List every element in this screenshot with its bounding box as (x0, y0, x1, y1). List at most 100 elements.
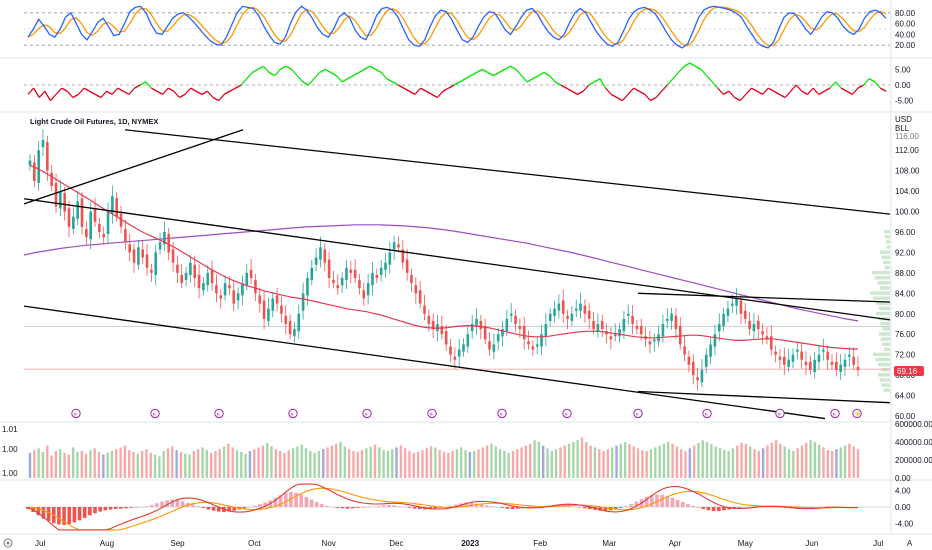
osc-segment (526, 78, 534, 83)
volume-bar (244, 453, 247, 478)
volume-bar (153, 454, 157, 478)
volume-bar (434, 447, 437, 478)
volume-bar (313, 452, 316, 478)
candle-body (67, 208, 71, 227)
volume-bar (563, 445, 566, 478)
macd-histogram-bar (381, 505, 386, 507)
osc-segment (145, 81, 152, 89)
event-marker-icon (288, 408, 298, 419)
volume-bar (736, 445, 739, 478)
candle-body (63, 193, 66, 212)
candle-body (184, 272, 188, 281)
macd-histogram-bar (649, 495, 654, 507)
osc-segment (739, 93, 747, 102)
candle-body (622, 318, 626, 332)
volume-bar (744, 443, 748, 478)
x-axis: Jul Aug Sep Oct Nov Dec 2023 Feb Mar Apr May Jun Jul (35, 539, 884, 548)
osc-segment (425, 90, 433, 95)
candle-body (280, 305, 283, 314)
volume-bar (494, 446, 497, 478)
candle-body (444, 331, 448, 345)
volume-bar (378, 447, 381, 478)
volume-bar (671, 443, 674, 478)
candle-body (540, 334, 543, 347)
osc-segment (358, 68, 365, 74)
candle-body (154, 252, 158, 275)
volume-profile-bar (880, 337, 890, 341)
volume-bar (705, 442, 709, 478)
trendline-upper-channel (124, 129, 891, 215)
volume-bar (145, 449, 148, 478)
candle-body (722, 313, 725, 327)
candle-body (553, 308, 556, 316)
macd-histogram-bar (691, 505, 695, 507)
oscillator-pane (24, 62, 890, 102)
volume-bar (373, 444, 377, 478)
candle-body (72, 216, 75, 229)
osc-segment (594, 78, 601, 83)
candle-body (778, 356, 782, 360)
osc-segment (779, 93, 786, 99)
candle-body (583, 305, 587, 314)
auto-scale-icon[interactable]: A (907, 539, 913, 548)
osc-segment (190, 87, 197, 92)
volume-bar (524, 445, 528, 478)
candle-body (137, 247, 140, 265)
macd-histogram-bar (93, 507, 97, 514)
osc-segment (762, 87, 769, 95)
macd-line (27, 483, 859, 531)
osc-segment (857, 84, 864, 89)
candle-body (852, 356, 855, 365)
x-axis-tick-label: May (738, 539, 753, 548)
volume-bar (50, 455, 53, 478)
volume-bar (33, 450, 36, 478)
candle-body (748, 320, 751, 330)
candle-body (787, 359, 790, 367)
volume-bar (606, 449, 610, 478)
candle-body (822, 349, 825, 352)
volume-bar (460, 447, 463, 478)
volume-profile-bar (877, 281, 890, 285)
volume-bar (537, 442, 541, 478)
candle-body (59, 191, 62, 209)
volume-bar (800, 445, 804, 478)
osc-segment (582, 84, 590, 92)
volume-bar (197, 449, 200, 478)
candle-body (739, 300, 743, 314)
price-tick-label-partial: 116.00 (895, 132, 919, 141)
event-marker-icon (830, 408, 840, 419)
osc-segment (223, 90, 231, 95)
volume-bar (636, 448, 640, 478)
candle-body (314, 257, 318, 265)
macd-histogram-bar (62, 507, 66, 525)
volume-bar (201, 447, 204, 478)
candle-body (704, 354, 708, 367)
volume-bar (80, 451, 83, 478)
candle-body (89, 211, 92, 240)
macd-histogram-bar (613, 507, 618, 510)
macd-histogram-bar (505, 507, 510, 509)
x-axis-tick-label: Jul (873, 539, 883, 548)
chart-settings-icon[interactable] (3, 538, 13, 548)
volume-bar (576, 440, 579, 478)
candle-body (440, 326, 444, 335)
event-marker-glyph: » (704, 412, 708, 418)
candle-body (158, 242, 162, 250)
candle-body (717, 324, 721, 332)
osc-segment (543, 71, 550, 77)
macd-histogram-bar (175, 499, 180, 507)
osc-segment (431, 93, 438, 99)
osc-segment (655, 90, 663, 98)
candle-body (566, 315, 569, 319)
volume-bar (533, 440, 536, 478)
volume-left-tick-label: 1.01 (2, 425, 18, 434)
macd-histogram-bar (273, 497, 278, 507)
osc-segment (549, 75, 556, 83)
volume-bar (218, 449, 221, 478)
candle-body (362, 290, 366, 299)
osc-segment (55, 87, 63, 95)
candle-body (371, 272, 374, 286)
candle-body (297, 313, 301, 332)
event-marker-glyph: » (832, 412, 836, 418)
macd-histogram-bar (675, 499, 680, 507)
